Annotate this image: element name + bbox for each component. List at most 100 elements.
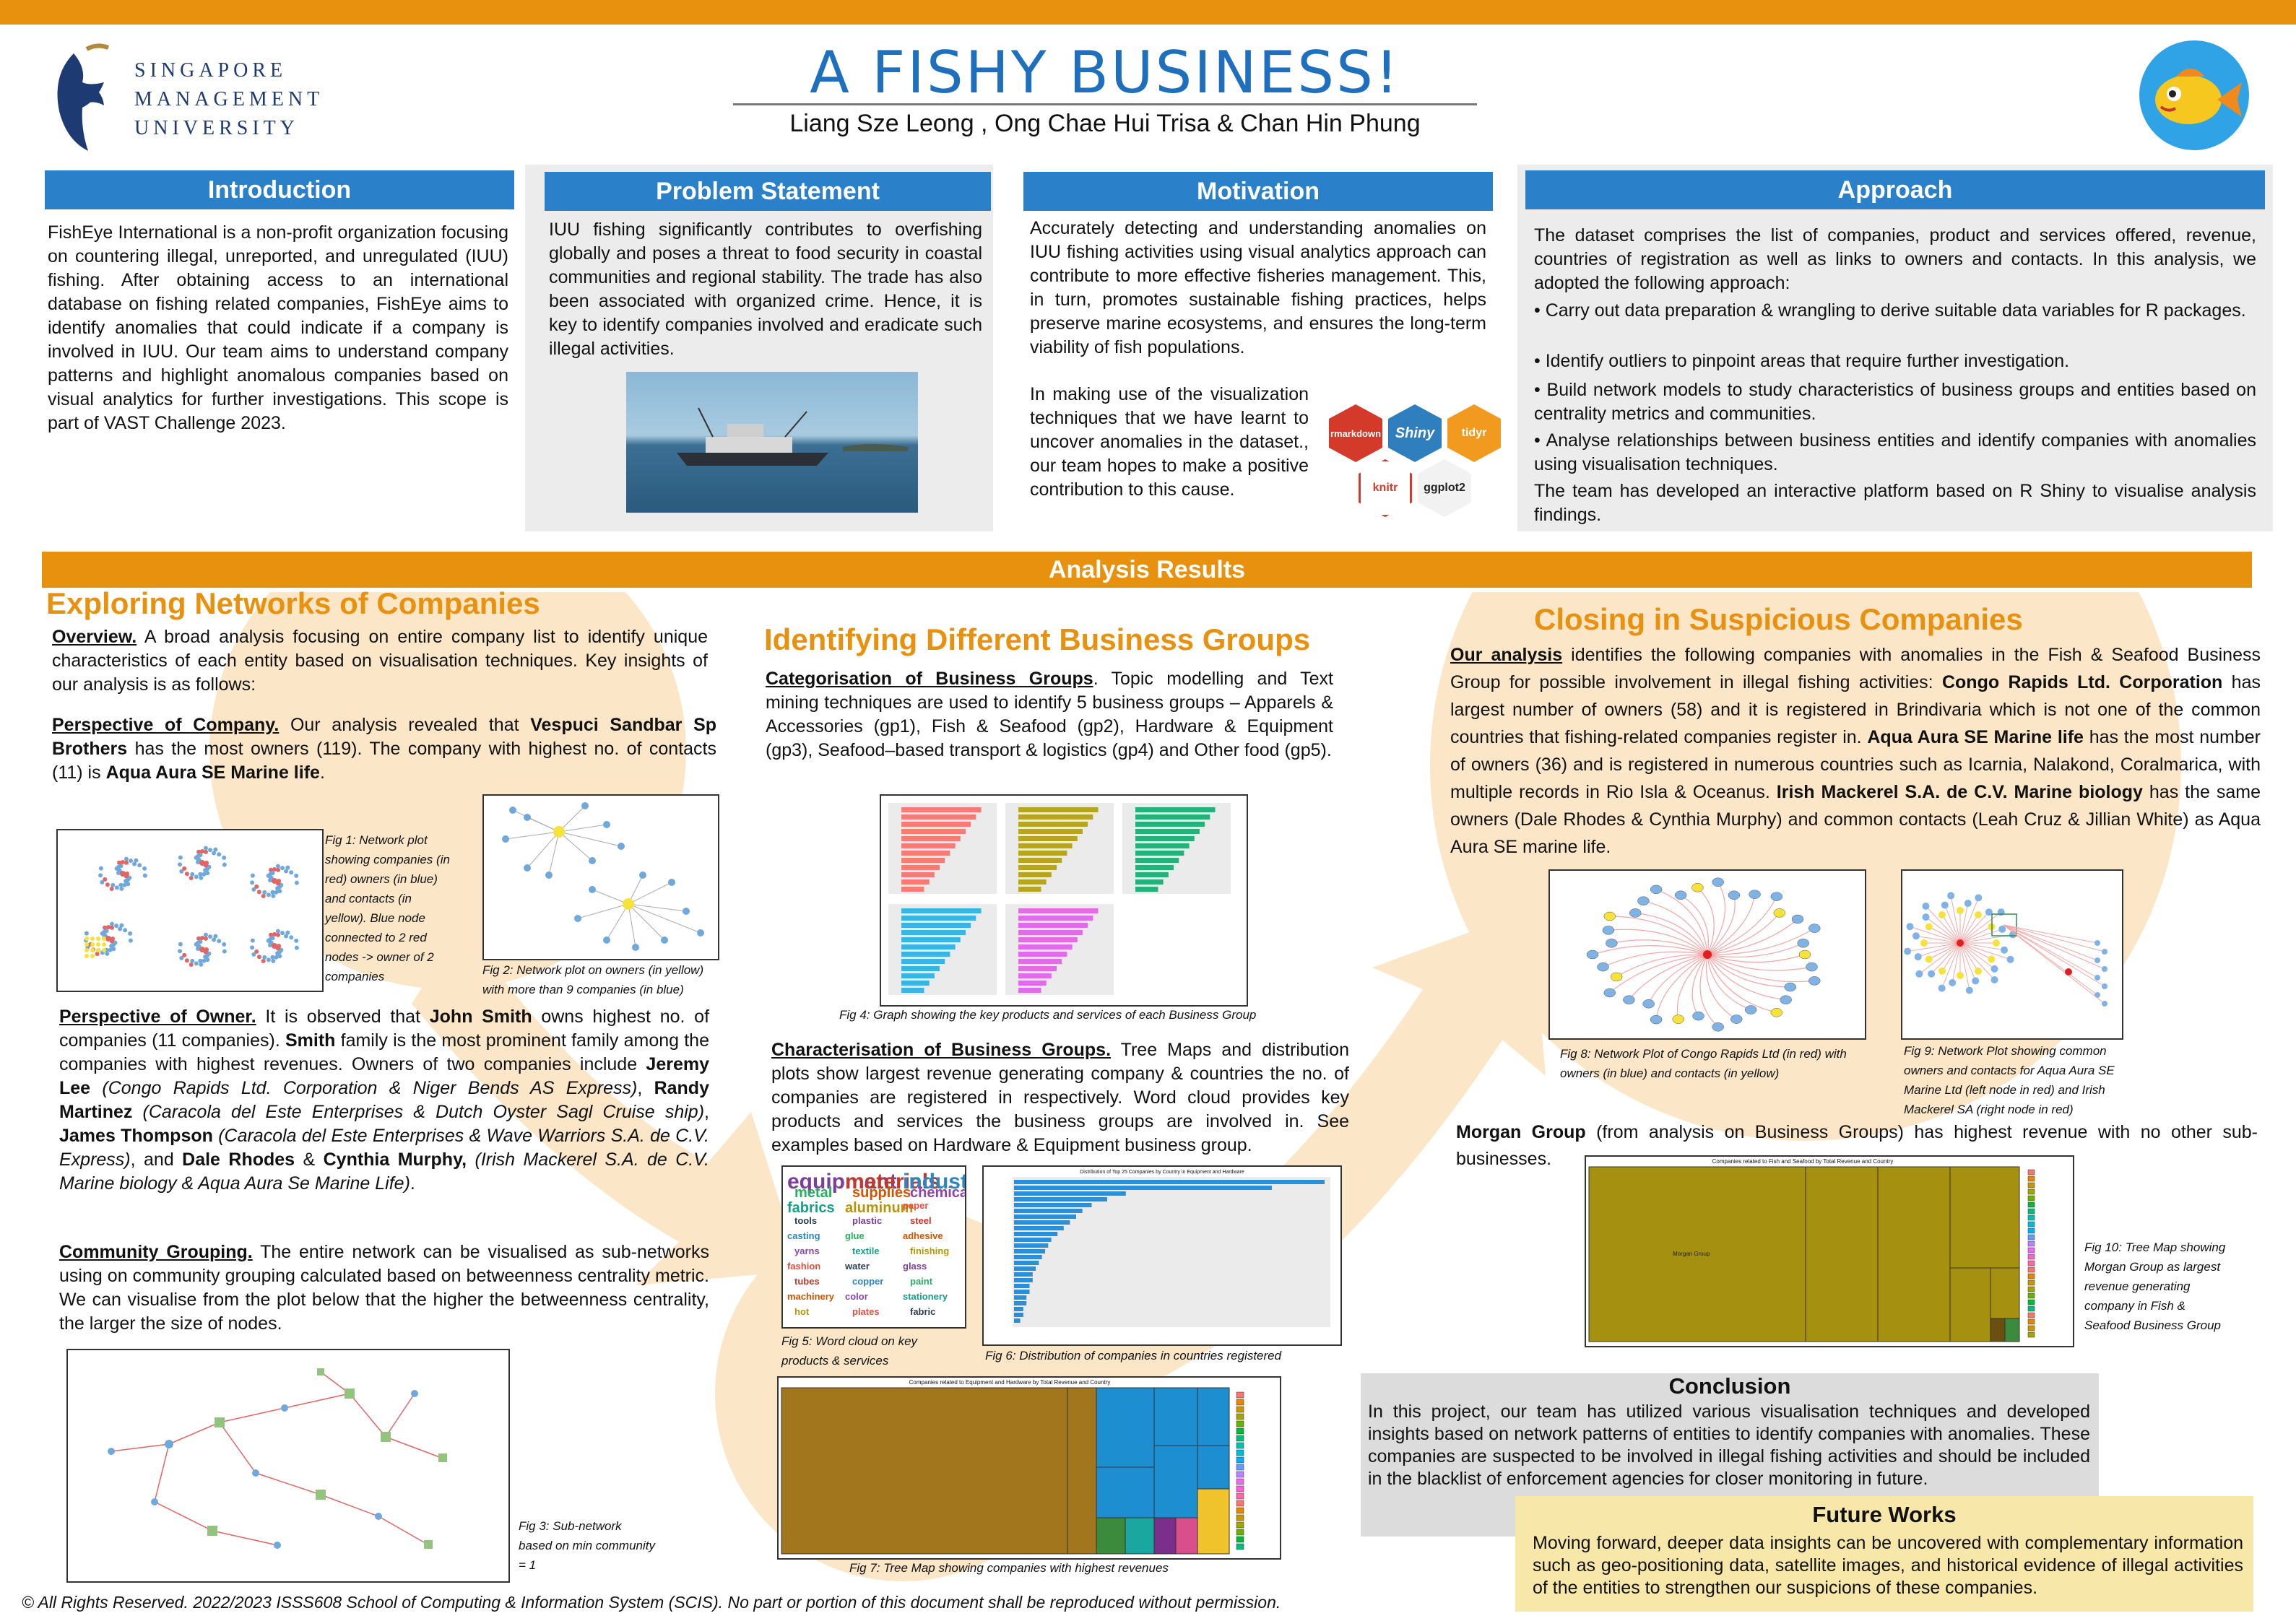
- legend-swatch: [1236, 1406, 1244, 1413]
- network-edge: [1910, 926, 1961, 944]
- network-node: [123, 928, 128, 933]
- legend-swatch: [1236, 1413, 1244, 1420]
- network-node: [2094, 957, 2100, 963]
- network-node: [280, 931, 285, 936]
- network-node: [284, 934, 289, 939]
- facet-bar: [1135, 879, 1164, 885]
- network-node: [222, 949, 227, 954]
- network-node: [277, 889, 282, 894]
- legend-swatch: [2027, 1208, 2035, 1214]
- network-edge: [1925, 916, 1961, 944]
- network-node: [119, 923, 124, 928]
- distribution-bar: [1014, 1243, 1049, 1248]
- network-node: [203, 868, 208, 873]
- legend-swatch: [2027, 1214, 2035, 1221]
- network-edge: [1697, 887, 1715, 955]
- cloud-word: aluminum: [845, 1200, 914, 1216]
- top-bar: [0, 0, 2296, 25]
- network-node: [261, 894, 266, 899]
- network-node: [1712, 877, 1724, 887]
- fig4-business-group-bars: [880, 794, 1248, 1007]
- network-node: [2094, 940, 2100, 946]
- network-node: [105, 936, 111, 942]
- network-node: [109, 944, 114, 949]
- network-node: [102, 936, 106, 941]
- distribution-bar: [1014, 1209, 1083, 1213]
- network-node: [134, 858, 139, 863]
- network-node: [96, 942, 100, 947]
- owner-highlight: James Thompson: [59, 1126, 213, 1146]
- distribution-bar: [1014, 1226, 1064, 1230]
- legend-swatch: [1236, 1500, 1244, 1507]
- network-node: [2006, 955, 2014, 963]
- network-node: [2065, 968, 2072, 975]
- network-node: [222, 855, 227, 860]
- closing-highlight: Congo Rapids Ltd. Corporation: [1941, 672, 2223, 692]
- network-edge: [1941, 942, 1961, 988]
- overview-label: Overview.: [52, 627, 137, 647]
- cloud-word: color: [845, 1291, 868, 1302]
- facet-bar: [1135, 814, 1210, 820]
- fig7-caption: Fig 7: Tree Map showing companies with h…: [849, 1561, 1169, 1575]
- facet-bar: [1135, 829, 1200, 834]
- distribution-bar: [1014, 1313, 1023, 1317]
- network-node: [121, 860, 126, 865]
- network-node: [2102, 949, 2107, 955]
- network-node: [103, 925, 108, 930]
- network-node: [1949, 978, 1957, 986]
- owner-perspective: Perspective of Owner. It is observed tha…: [59, 1005, 709, 1196]
- fig8-caption: Fig 8: Network Plot of Congo Rapids Ltd …: [1560, 1047, 1847, 1080]
- approach-intro: The dataset comprises the list of compan…: [1534, 225, 2256, 293]
- network-node: [274, 955, 279, 960]
- network-node: [266, 957, 271, 962]
- tool-logos: rmarkdown Shiny tidyr knitr ggplot2: [1329, 400, 1509, 523]
- network-edge: [1959, 911, 1990, 944]
- network-edge: [1707, 954, 1777, 1013]
- facet-bar: [901, 843, 956, 848]
- network-node: [142, 866, 147, 871]
- legend-swatch: [2027, 1182, 2035, 1188]
- closing-body: has largest number of owners (58) and it…: [1450, 672, 2261, 747]
- network-node: [271, 958, 276, 963]
- network-node: [1603, 911, 1616, 921]
- plot-panel: [1013, 1177, 1330, 1327]
- community-text: The entire network can be visualised as …: [59, 1242, 709, 1334]
- facet-bar: [1018, 807, 1099, 812]
- network-node: [289, 935, 294, 940]
- distribution-bar: [1014, 1203, 1092, 1207]
- network-node: [261, 959, 266, 964]
- network-node: [217, 939, 222, 944]
- legend-swatch: [2027, 1247, 2035, 1253]
- network-node: [272, 867, 277, 872]
- categorisation-body: . Topic modelling and Text mining techni…: [766, 669, 1333, 760]
- network-node: [1990, 976, 1998, 984]
- network-edge: [1655, 889, 1708, 955]
- network-edge: [2003, 924, 2105, 952]
- network-node: [270, 955, 275, 960]
- network-node: [1957, 907, 1964, 914]
- network-edge: [1918, 942, 1961, 957]
- cloud-word: metal: [794, 1185, 833, 1201]
- network-node: [119, 886, 124, 891]
- network-node: [96, 936, 100, 941]
- network-node: [2102, 983, 2107, 989]
- fig10-morgan-label: Morgan Group: [1673, 1251, 1710, 1257]
- network-node: [274, 890, 279, 895]
- network-node: [1791, 914, 1804, 924]
- legend-swatch: [2027, 1188, 2035, 1195]
- network-node: [110, 925, 115, 930]
- network-edge: [2003, 924, 2105, 970]
- network-node: [198, 939, 203, 944]
- network-node: [208, 934, 213, 939]
- cloud-word: stationery: [903, 1291, 948, 1302]
- network-node: [270, 890, 275, 895]
- approach-outro: The team has developed an interactive pl…: [1534, 481, 2256, 525]
- closing-highlight: Aqua Aura SE Marine life: [1867, 727, 2084, 747]
- network-node: [198, 958, 203, 963]
- network-edge: [1707, 954, 1815, 983]
- future-text: Moving forward, deeper data insights can…: [1533, 1533, 2243, 1598]
- distribution-bar: [1014, 1197, 1107, 1201]
- legend-swatch: [2027, 1292, 2035, 1299]
- distribution-bar: [1014, 1232, 1058, 1236]
- network-node: [1728, 890, 1741, 900]
